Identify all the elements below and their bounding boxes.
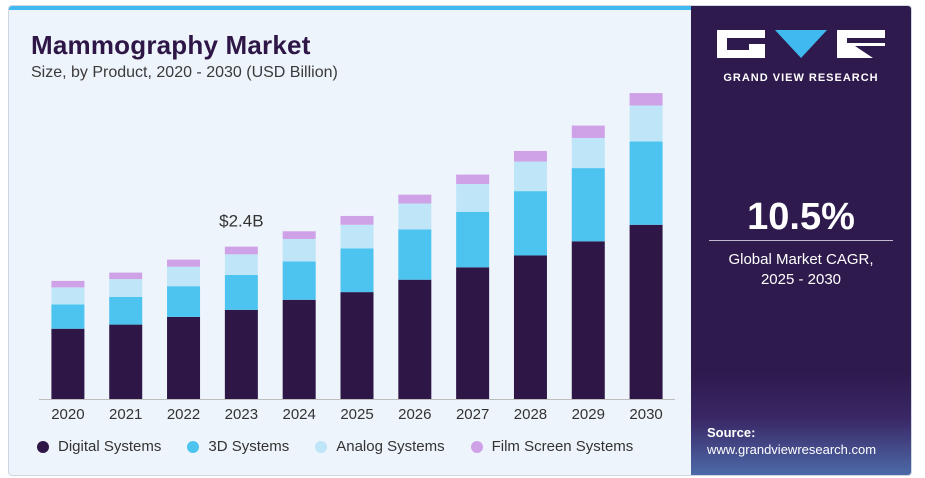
bar-segment-3d-systems-2024 (282, 261, 316, 300)
source-url[interactable]: www.grandviewresearch.com (707, 442, 877, 457)
x-tick-label: 2021 (109, 406, 142, 423)
bar-segment-film-screen-systems-2030 (629, 93, 663, 106)
bar-segment-analog-systems-2030 (629, 105, 663, 142)
bar-segment-film-screen-systems-2024 (282, 231, 316, 239)
bar-segment-film-screen-systems-2023 (224, 246, 258, 255)
bar-segment-3d-systems-2025 (340, 248, 374, 293)
bar-segment-3d-systems-2022 (167, 286, 201, 317)
bar-segment-analog-systems-2026 (398, 203, 432, 230)
bar-segment-3d-systems-2020 (51, 304, 85, 329)
data-label: $2.4B (219, 212, 263, 231)
bar-segment-film-screen-systems-2027 (456, 174, 490, 185)
legend-label: Analog Systems (336, 438, 445, 455)
bar-segment-digital-systems-2025 (340, 292, 374, 399)
bar-segment-digital-systems-2024 (282, 299, 316, 399)
bar-segment-film-screen-systems-2025 (340, 215, 374, 225)
bar-segment-3d-systems-2030 (629, 141, 663, 225)
x-tick-label: 2029 (572, 406, 605, 423)
chart-title: Mammography Market (31, 30, 311, 60)
bar-segment-film-screen-systems-2028 (513, 150, 547, 162)
legend-label: 3D Systems (208, 438, 290, 455)
bar-segment-digital-systems-2020 (51, 328, 85, 399)
bar-segment-3d-systems-2026 (398, 229, 432, 280)
legend-swatch (37, 440, 49, 453)
bar-segment-3d-systems-2021 (109, 296, 143, 325)
accent-bar (9, 6, 691, 10)
legend-item: Analog Systems (315, 438, 445, 455)
x-tick-label: 2030 (629, 406, 662, 423)
bar-segment-film-screen-systems-2029 (571, 125, 605, 138)
chart-subtitle: Size, by Product, 2020 - 2030 (USD Billi… (31, 64, 338, 81)
bar-segment-analog-systems-2021 (109, 279, 143, 297)
x-tick-label: 2028 (514, 406, 547, 423)
bar-segment-digital-systems-2022 (167, 316, 201, 399)
cagr-label-line1: Global Market CAGR, (728, 251, 874, 268)
chart-card: Mammography Market Size, by Product, 202… (8, 5, 912, 476)
bar-segment-3d-systems-2028 (513, 191, 547, 256)
bar-segment-digital-systems-2027 (456, 267, 490, 399)
bar-segment-digital-systems-2023 (224, 309, 258, 399)
bar-segment-digital-systems-2029 (571, 241, 605, 399)
x-tick-label: 2025 (340, 406, 373, 423)
bar-segment-analog-systems-2024 (282, 238, 316, 262)
brand-panel: GRAND VIEW RESEARCH 10.5% Global Market … (691, 6, 911, 475)
legend-swatch (470, 440, 483, 453)
x-tick-label: 2023 (225, 406, 258, 423)
bar-segment-film-screen-systems-2020 (51, 280, 85, 288)
brand-name: GRAND VIEW RESEARCH (723, 72, 879, 84)
bar-segment-analog-systems-2028 (513, 161, 547, 192)
cagr-label: Global Market CAGR, 2025 - 2030 (691, 250, 911, 290)
x-tick-label: 2024 (282, 406, 315, 423)
bar-segment-digital-systems-2028 (513, 255, 547, 399)
bar-chart: 2020 2021 2022 2023 $2.4B 2024 2025 2026 2027 202… (39, 93, 675, 423)
legend-item: 3D Systems (187, 438, 289, 455)
x-tick-label: 2020 (51, 406, 84, 423)
bar-segment-analog-systems-2020 (51, 287, 85, 305)
x-tick-label: 2026 (398, 406, 431, 423)
bar-segment-analog-systems-2025 (340, 224, 374, 249)
cagr-label-line2: 2025 - 2030 (760, 271, 842, 288)
bar-segment-film-screen-systems-2021 (109, 272, 143, 280)
legend-item: Film Screen Systems (470, 438, 634, 455)
chart-legend: Digital Systems 3D Systems Analog Systems F… (37, 438, 633, 455)
bar-segment-digital-systems-2030 (629, 224, 663, 399)
legend-item: Digital Systems (37, 438, 161, 455)
x-tick-label: 2027 (456, 406, 489, 423)
bar-segment-digital-systems-2026 (398, 279, 432, 399)
bar-segment-analog-systems-2027 (456, 184, 490, 212)
source-note: Source: www.grandviewresearch.com (707, 424, 876, 458)
x-tick-label: 2022 (167, 406, 200, 423)
bar-segment-film-screen-systems-2026 (398, 194, 432, 204)
legend-swatch (187, 440, 200, 453)
bar-segment-digital-systems-2021 (109, 324, 143, 399)
bar-segment-analog-systems-2023 (224, 254, 258, 275)
bar-segment-analog-systems-2022 (167, 266, 201, 287)
bar-segment-3d-systems-2027 (456, 211, 490, 268)
bar-segment-analog-systems-2029 (571, 137, 605, 169)
bar-segment-3d-systems-2029 (571, 168, 605, 242)
legend-swatch (315, 440, 328, 453)
cagr-value: 10.5% (747, 196, 855, 238)
divider (709, 240, 893, 241)
brand-logo-icon (717, 30, 885, 58)
legend-label: Film Screen Systems (491, 438, 634, 455)
legend-label: Digital Systems (58, 438, 162, 455)
bar-segment-film-screen-systems-2022 (167, 259, 201, 267)
source-label: Source: (707, 425, 756, 440)
bar-segment-3d-systems-2023 (224, 274, 258, 310)
